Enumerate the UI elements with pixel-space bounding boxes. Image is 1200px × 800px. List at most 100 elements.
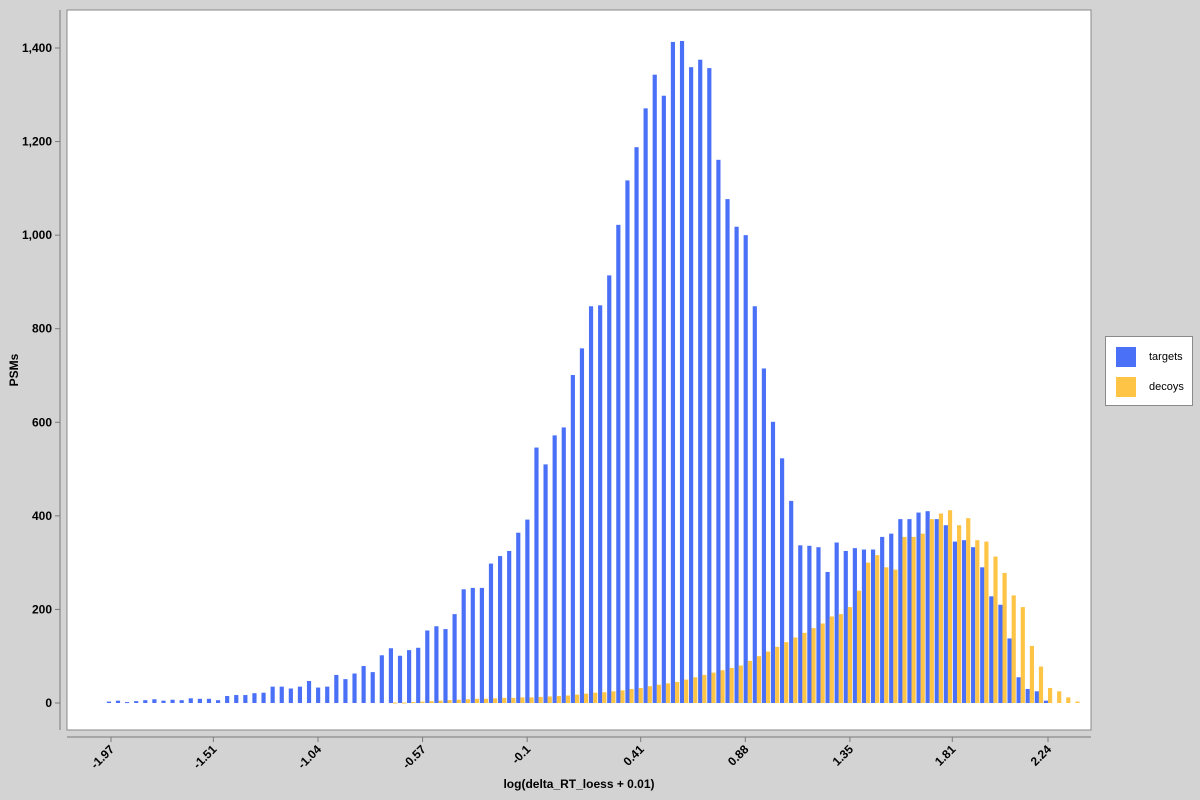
y-tick-label: 800 (32, 322, 52, 336)
bar-targets (989, 596, 994, 703)
bar-decoys (693, 677, 698, 703)
bar-targets (798, 545, 803, 703)
bar-decoys (966, 518, 971, 703)
bar-targets (698, 59, 703, 703)
bar-targets (643, 108, 648, 704)
y-tick-label: 200 (32, 602, 52, 616)
bar-targets (652, 74, 657, 704)
bar-targets (780, 458, 785, 703)
x-tick-label: -1.04 (295, 742, 324, 771)
bars (106, 40, 1080, 704)
bar-targets (579, 348, 585, 703)
bar-decoys (938, 513, 944, 703)
bar-decoys (884, 567, 889, 703)
bar-targets (661, 95, 666, 704)
bar-targets (734, 226, 739, 703)
bar-decoys (1011, 595, 1016, 703)
bar-decoys (402, 702, 407, 704)
x-tick-label: 0.88 (725, 742, 752, 769)
bar-targets (479, 587, 484, 703)
bar-targets (134, 701, 139, 703)
bar-targets (334, 674, 339, 703)
bar-decoys (911, 536, 916, 703)
bar-decoys (866, 562, 871, 703)
bar-decoys (656, 684, 662, 703)
bar-targets (834, 542, 839, 703)
bar-targets (679, 40, 685, 704)
bar-targets (306, 681, 312, 703)
bar-targets (707, 68, 712, 704)
bar-targets (961, 540, 967, 703)
bar-decoys (1057, 691, 1062, 703)
bar-decoys (738, 665, 743, 703)
bar-targets (1043, 700, 1048, 703)
bar-decoys (647, 686, 652, 703)
bar-targets (379, 655, 384, 703)
bar-targets (716, 159, 721, 703)
bar-decoys (957, 525, 962, 703)
y-tick-label: 0 (45, 696, 52, 710)
bar-targets (616, 224, 621, 703)
bar-targets (316, 687, 321, 703)
legend-item-decoys: decoys (1116, 377, 1184, 397)
bar-targets (825, 572, 830, 703)
bar-targets (516, 532, 521, 703)
bar-targets (807, 545, 812, 703)
bar-decoys (747, 660, 752, 703)
x-tick-label: -0.1 (509, 742, 534, 767)
bar-targets (297, 686, 303, 704)
bar-decoys (429, 701, 434, 703)
bar-targets (789, 500, 794, 703)
bar-decoys (1038, 666, 1044, 703)
bar-targets (880, 536, 885, 703)
bar-targets (179, 700, 184, 703)
bar-targets (943, 525, 948, 703)
bar-targets (952, 541, 958, 703)
bar-targets (916, 512, 921, 703)
bar-targets (152, 699, 157, 703)
bar-decoys (984, 541, 989, 703)
bar-decoys (793, 637, 798, 703)
bar-targets (934, 519, 939, 703)
bar-targets (225, 695, 230, 703)
legend-item-targets: targets (1116, 347, 1183, 367)
bar-targets (497, 556, 503, 703)
bar-targets (261, 692, 266, 703)
bar-decoys (1020, 607, 1025, 703)
bar-targets (870, 549, 876, 703)
y-tick-label: 1,200 (22, 135, 52, 149)
bar-decoys (947, 510, 953, 703)
bar-targets (907, 519, 912, 703)
bar-decoys (611, 691, 616, 703)
x-tick-label: 0.41 (620, 742, 647, 769)
bar-targets (143, 700, 148, 703)
bar-targets (215, 700, 221, 703)
bar-decoys (620, 690, 625, 703)
bar-decoys (729, 667, 734, 703)
bar-targets (1007, 638, 1012, 703)
bar-targets (434, 626, 439, 703)
bar-targets (925, 511, 930, 703)
bar-targets (443, 629, 448, 703)
x-axis-ticks: -1.97 -1.51 -1.04 -0.57 -0.1 0.41 0.88 1.35 1.81… (88, 737, 1054, 771)
bar-targets (243, 695, 248, 703)
bar-decoys (756, 656, 762, 703)
bar-targets (352, 673, 357, 703)
y-tick-label: 1,400 (22, 41, 52, 55)
bar-decoys (775, 646, 780, 703)
bar-decoys (711, 672, 716, 703)
bar-decoys (1066, 697, 1071, 703)
bar-targets (252, 693, 257, 703)
bar-targets (206, 698, 212, 703)
bar-targets (125, 702, 130, 704)
bar-targets (552, 435, 557, 703)
bar-decoys (829, 616, 834, 703)
bar-decoys (720, 670, 725, 703)
bar-targets (898, 519, 903, 703)
bar-decoys (702, 674, 707, 703)
bar-decoys (1075, 701, 1080, 703)
y-tick-label: 600 (32, 415, 52, 429)
bar-targets (889, 533, 894, 703)
bar-targets (725, 199, 730, 703)
